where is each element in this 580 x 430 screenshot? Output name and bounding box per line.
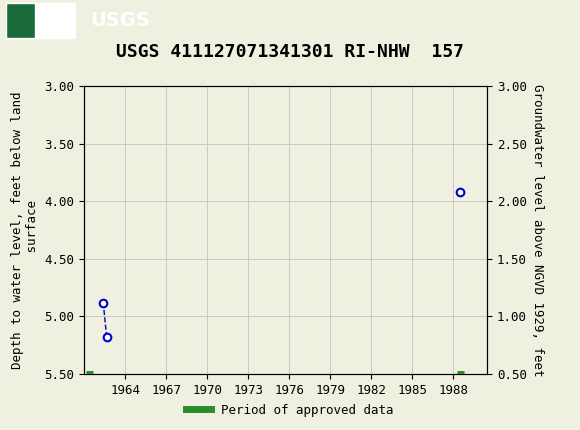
FancyBboxPatch shape: [6, 3, 75, 37]
FancyBboxPatch shape: [6, 3, 35, 37]
Legend: Period of approved data: Period of approved data: [181, 399, 399, 421]
Polygon shape: [6, 3, 75, 37]
Y-axis label: Depth to water level, feet below land
 surface: Depth to water level, feet below land su…: [11, 91, 39, 369]
Y-axis label: Groundwater level above NGVD 1929, feet: Groundwater level above NGVD 1929, feet: [531, 84, 543, 376]
Text: USGS 411127071341301 RI-NHW  157: USGS 411127071341301 RI-NHW 157: [116, 43, 464, 61]
Text: USGS: USGS: [90, 11, 150, 30]
